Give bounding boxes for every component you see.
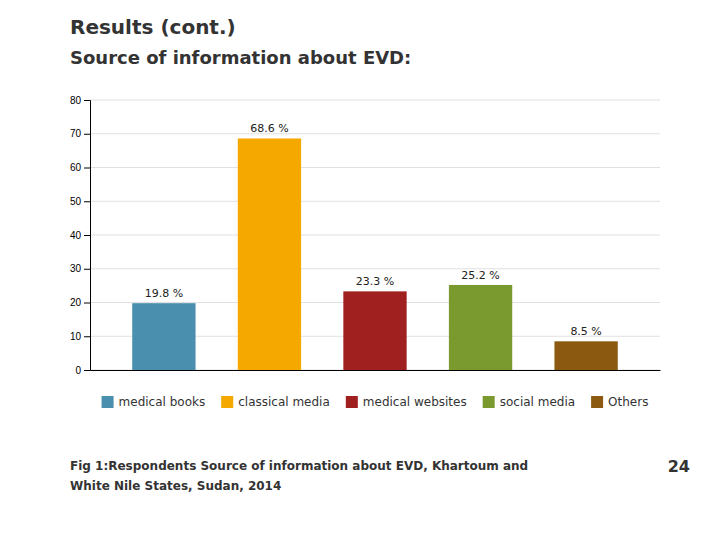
y-tick-mark bbox=[84, 269, 90, 270]
bars bbox=[132, 138, 618, 370]
y-tick-mark bbox=[84, 201, 90, 202]
x-axis bbox=[91, 370, 661, 371]
title: Results (cont.) bbox=[70, 15, 236, 39]
y-tick-label: 10 bbox=[70, 331, 82, 342]
legend-item: social media bbox=[483, 395, 575, 409]
grid-line bbox=[90, 235, 660, 236]
legend-swatch bbox=[346, 396, 358, 408]
y-tick: 80 bbox=[70, 95, 90, 106]
legend-item: classical media bbox=[221, 395, 330, 409]
y-tick-label: 30 bbox=[70, 263, 82, 274]
bar bbox=[554, 341, 617, 370]
bar bbox=[238, 138, 301, 370]
y-tick-mark bbox=[84, 303, 90, 304]
bar bbox=[343, 291, 406, 370]
y-tick: 10 bbox=[70, 331, 90, 342]
y-tick-label: 40 bbox=[70, 230, 82, 241]
y-tick-mark bbox=[84, 370, 90, 371]
y-axis: 0 10 20 30 40 50 60 70 80 bbox=[70, 95, 91, 376]
plot: 19.8 % 68.6 % 23.3 % 25.2 % 8.5 % 0 10 20 30 40 50… bbox=[70, 95, 661, 376]
legend-swatch bbox=[102, 396, 114, 408]
data-label: 8.5 % bbox=[570, 325, 601, 338]
y-tick-label: 20 bbox=[70, 297, 82, 308]
legend-label: Others bbox=[608, 395, 648, 409]
bar bbox=[132, 303, 195, 370]
y-tick-label: 0 bbox=[75, 365, 81, 376]
caption: White Nile States, Sudan, 2014 bbox=[70, 479, 281, 493]
grid bbox=[90, 100, 660, 370]
legend-item: Others bbox=[591, 395, 648, 409]
y-tick-mark bbox=[84, 336, 90, 337]
data-label: 68.6 % bbox=[250, 122, 288, 135]
y-tick: 20 bbox=[70, 297, 90, 308]
grid-line bbox=[90, 201, 660, 202]
legend-swatch bbox=[483, 396, 495, 408]
grid-line bbox=[90, 167, 660, 168]
y-tick-mark bbox=[84, 134, 90, 135]
subtitle: Source of information about EVD: bbox=[70, 47, 411, 68]
y-tick: 0 bbox=[75, 365, 90, 376]
legend-label: classical media bbox=[238, 395, 330, 409]
y-tick: 50 bbox=[70, 196, 90, 207]
chart: Results (cont.) Source of information abo… bbox=[0, 0, 720, 540]
y-axis-line bbox=[84, 101, 91, 371]
y-tick-label: 80 bbox=[70, 95, 82, 106]
caption: Fig 1:Respondents Source of information … bbox=[70, 459, 528, 473]
legend-item: medical books bbox=[102, 395, 206, 409]
y-tick-label: 50 bbox=[70, 196, 82, 207]
legend-item: medical websites bbox=[346, 395, 467, 409]
data-label: 25.2 % bbox=[461, 269, 499, 282]
legend-swatch bbox=[591, 396, 603, 408]
y-tick: 60 bbox=[70, 162, 90, 173]
grid-line bbox=[90, 100, 660, 101]
data-label: 23.3 % bbox=[356, 275, 394, 288]
page-number: 24 bbox=[668, 457, 690, 476]
y-tick-mark bbox=[84, 235, 90, 236]
y-tick: 30 bbox=[70, 263, 90, 274]
legend-label: medical websites bbox=[363, 395, 467, 409]
y-tick-label: 60 bbox=[70, 162, 82, 173]
bar bbox=[449, 285, 512, 370]
legend: medical books classical media medical webs… bbox=[102, 395, 649, 409]
y-tick-label: 70 bbox=[70, 128, 82, 139]
y-tick-mark bbox=[84, 100, 90, 101]
y-tick-mark bbox=[84, 168, 90, 169]
y-tick: 40 bbox=[70, 230, 90, 241]
legend-label: social media bbox=[500, 395, 575, 409]
data-labels: 19.8 % 68.6 % 23.3 % 25.2 % 8.5 % bbox=[145, 122, 602, 338]
y-tick: 70 bbox=[70, 128, 90, 139]
legend-swatch bbox=[221, 396, 233, 408]
grid-line bbox=[90, 133, 660, 134]
legend-label: medical books bbox=[119, 395, 206, 409]
grid-line bbox=[90, 268, 660, 269]
x-axis-line bbox=[91, 370, 661, 371]
data-label: 19.8 % bbox=[145, 287, 183, 300]
